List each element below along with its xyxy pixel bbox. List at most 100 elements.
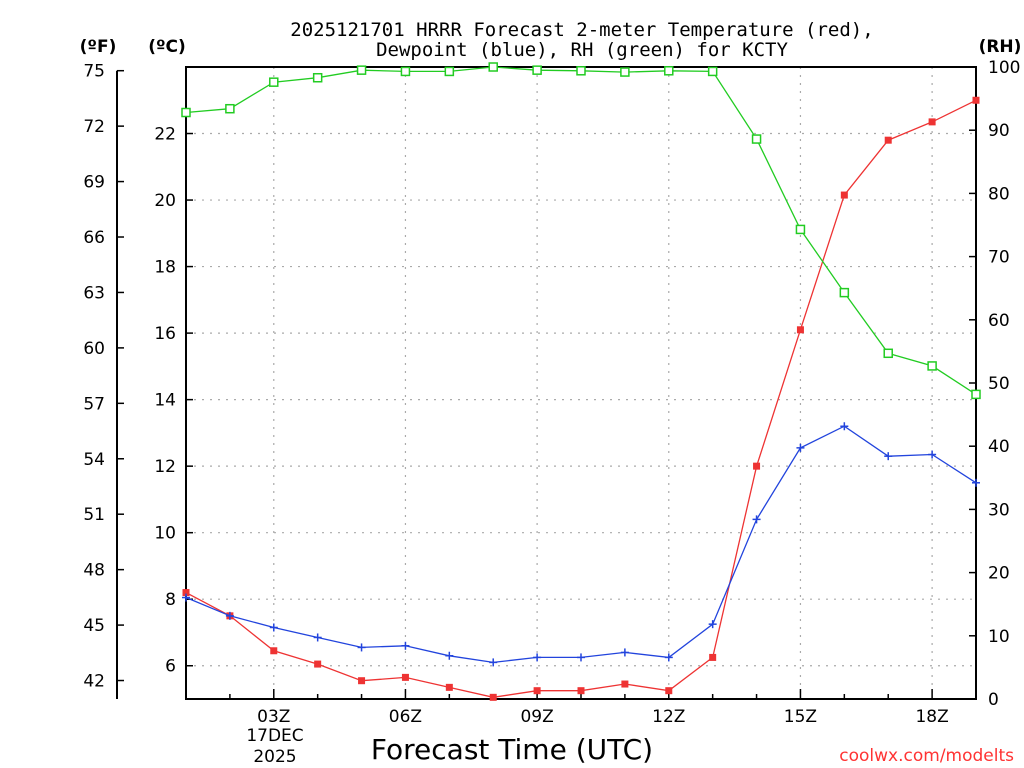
x-tick-label: 06Z [389,707,422,727]
rh-tick-label: 40 [988,437,1010,457]
celsius-tick-label: 14 [154,391,176,411]
rh-tick-label: 20 [988,564,1010,584]
data-point [840,422,849,431]
fahrenheit-tick-label: 72 [83,117,105,137]
celsius-axis-unit: (ºC) [148,37,186,57]
data-point [751,134,762,144]
x-axis-title: Forecast Time (UTC) [371,733,653,766]
celsius-tick-label: 20 [154,191,176,211]
celsius-tick-label: 16 [154,324,176,344]
rh-tick-label: 30 [988,500,1010,520]
credit-text: coolwx.com/modelts [839,746,1014,766]
date-label-day: 17DEC [246,726,303,746]
data-point [621,680,629,688]
fahrenheit-tick-label: 66 [83,228,105,248]
data-point [884,452,893,461]
data-point [225,103,235,114]
data-point [488,62,498,72]
fahrenheit-tick-label: 57 [83,394,105,414]
celsius-tick-label: 12 [154,457,176,477]
chart-title-line1: 2025121701 HRRR Forecast 2-meter Tempera… [290,19,873,41]
fahrenheit-tick-label: 75 [83,62,105,82]
data-point [884,136,892,144]
axes [116,66,977,700]
data-point [489,693,497,701]
data-point [928,450,937,459]
data-point [533,653,542,662]
tick-labels: 42 45 48 51 54 57 60 63 66 69 72 75 6 8 10 12 14 16 18 20 22… [83,58,1020,727]
fahrenheit-tick-label: 69 [83,173,105,193]
celsius-tick-label: 8 [165,590,176,610]
data-point [577,687,585,695]
data-point [665,687,673,695]
x-tick-label: 15Z [784,707,817,727]
data-point [576,66,586,76]
data-point [840,191,848,199]
data-point [269,77,279,87]
data-point [445,683,453,691]
data-point [753,462,761,470]
data-point [709,653,717,661]
data-point [270,647,278,655]
data-point [664,653,673,662]
fahrenheit-tick-label: 54 [83,450,105,470]
celsius-tick-label: 10 [154,524,176,544]
data-point [356,65,367,75]
data-point [664,66,674,76]
data-point [400,66,411,77]
x-tick-label: 09Z [520,707,553,727]
data-point [314,660,322,668]
data-point [796,443,805,452]
data-point [928,118,936,126]
date-label-year: 2025 [253,747,296,767]
data-point [972,478,980,487]
x-tick-label: 12Z [652,707,685,727]
x-tick-label: 03Z [257,707,290,727]
data-point [312,72,323,83]
rh-tick-label: 0 [988,690,999,710]
data-series [181,62,981,701]
rh-tick-label: 90 [988,121,1010,141]
data-point [445,651,454,660]
fahrenheit-tick-label: 51 [83,505,105,525]
data-point [489,658,498,667]
data-point [533,687,541,695]
celsius-tick-label: 22 [154,125,176,145]
data-point [401,673,409,681]
data-point [181,107,191,118]
series-line [185,66,977,395]
fahrenheit-tick-label: 45 [83,616,105,636]
data-point [796,326,804,334]
fahrenheit-axis-unit: (ºF) [80,37,117,57]
data-point [927,361,937,371]
data-point [401,641,410,650]
data-point [532,65,542,75]
series-line [185,425,977,664]
celsius-tick-label: 6 [165,657,176,677]
data-point [182,593,190,602]
data-point [708,620,717,629]
data-point [707,66,718,77]
rh-tick-label: 10 [988,627,1010,647]
rh-tick-label: 70 [988,248,1010,268]
x-tick-label: 18Z [915,707,948,727]
series-temperature [182,96,980,701]
fahrenheit-tick-label: 42 [83,672,105,692]
series-dewpoint [182,422,980,667]
rh-tick-label: 60 [988,311,1010,331]
data-point [971,389,981,400]
data-point [444,66,455,77]
data-point [620,648,629,657]
data-point [225,611,234,620]
rh-tick-label: 50 [988,374,1010,394]
data-point [839,287,850,298]
data-point [620,67,630,77]
rh-tick-label: 100 [988,58,1020,78]
series-line [185,99,977,698]
fahrenheit-tick-label: 48 [83,561,105,581]
rh-axis-unit: (RH) [979,37,1022,57]
data-point [269,623,278,632]
data-point [883,348,893,359]
celsius-tick-label: 18 [154,258,176,278]
